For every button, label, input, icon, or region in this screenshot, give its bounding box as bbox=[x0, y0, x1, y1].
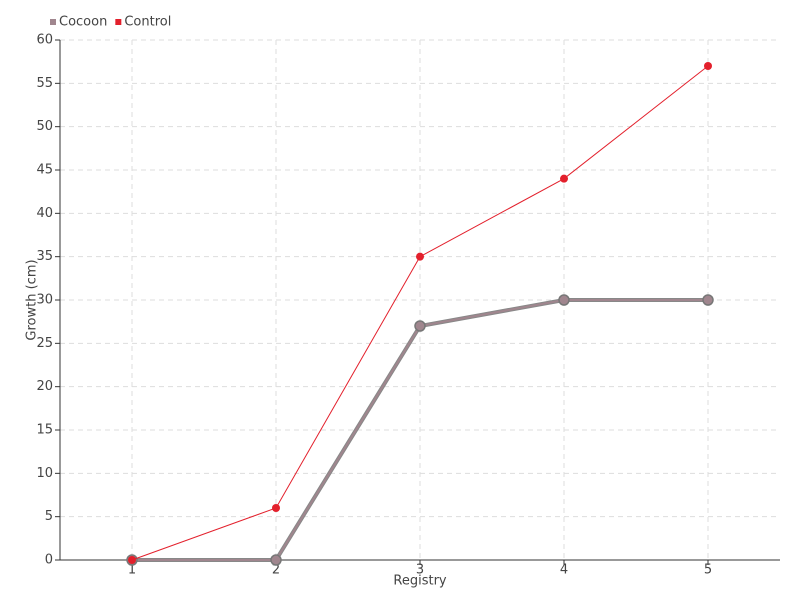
y-tick-label: 45 bbox=[36, 163, 53, 178]
legend-label: Control bbox=[124, 15, 171, 30]
x-tick-label: 3 bbox=[416, 563, 424, 578]
x-tick-label: 1 bbox=[128, 563, 136, 578]
y-tick-label: 50 bbox=[36, 119, 53, 134]
data-point bbox=[558, 294, 570, 306]
legend-swatch bbox=[115, 19, 122, 25]
data-point bbox=[414, 320, 426, 332]
x-tick-label: 2 bbox=[272, 563, 280, 578]
x-tick-label: 5 bbox=[704, 563, 712, 578]
legend-swatch bbox=[50, 19, 56, 25]
y-tick-label: 10 bbox=[36, 466, 53, 481]
y-tick-label: 60 bbox=[36, 33, 53, 48]
x-axis-title: Registry bbox=[393, 574, 447, 589]
y-tick-label: 20 bbox=[36, 379, 53, 394]
x-tick-label: 4 bbox=[560, 563, 568, 578]
data-point bbox=[128, 556, 136, 564]
y-tick-label: 55 bbox=[36, 76, 53, 91]
data-point bbox=[416, 252, 424, 261]
data-point bbox=[270, 554, 282, 566]
data-point bbox=[704, 62, 712, 70]
y-tick-label: 25 bbox=[36, 336, 53, 351]
y-tick-label: 35 bbox=[36, 249, 53, 264]
legend-label: Cocoon bbox=[59, 15, 107, 30]
y-axis-title: Growth (cm) bbox=[25, 259, 40, 340]
y-tick-label: 40 bbox=[36, 206, 53, 221]
y-tick-label: 0 bbox=[45, 553, 53, 568]
data-point bbox=[272, 504, 280, 512]
data-point bbox=[560, 174, 568, 183]
data-point bbox=[702, 294, 714, 306]
y-tick-label: 30 bbox=[36, 293, 53, 308]
y-tick-label: 15 bbox=[36, 423, 53, 438]
y-tick-label: 5 bbox=[45, 509, 53, 524]
